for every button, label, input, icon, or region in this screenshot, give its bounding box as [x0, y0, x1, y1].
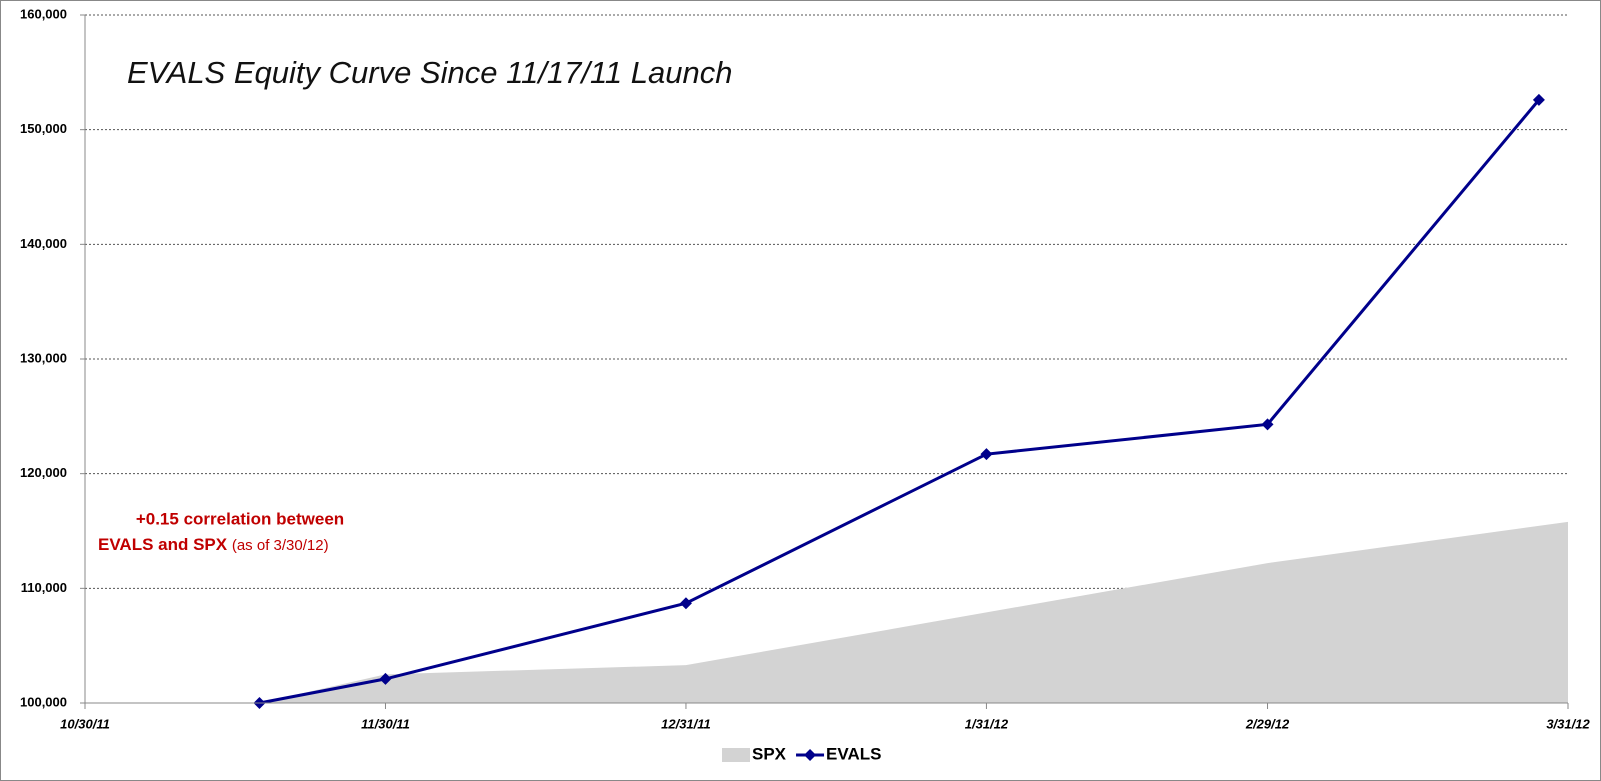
x-tick-label: 1/31/12 [965, 716, 1009, 731]
x-tick-label: 12/31/11 [661, 716, 711, 731]
x-tick-label: 2/29/12 [1245, 716, 1290, 731]
y-tick-label: 110,000 [21, 580, 67, 595]
marker [980, 448, 993, 461]
annotation: EVALS and SPX [98, 535, 228, 554]
x-tick-label: 11/30/11 [361, 716, 410, 731]
y-tick-label: 130,000 [20, 350, 67, 365]
marker [1532, 93, 1545, 106]
y-tick-label: 160,000 [20, 6, 67, 21]
legend-label: EVALS [826, 744, 881, 763]
legend-swatch [722, 748, 750, 762]
x-tick-label: 10/30/11 [60, 716, 110, 731]
marker [679, 597, 692, 610]
marker [379, 672, 392, 685]
annotation: +0.15 correlation between [136, 509, 344, 528]
y-tick-label: 140,000 [20, 236, 67, 251]
legend-label: SPX [752, 744, 787, 763]
chart-title: EVALS Equity Curve Since 11/17/11 Launch [127, 55, 732, 90]
marker [1261, 418, 1274, 431]
y-tick-label: 150,000 [20, 121, 67, 136]
legend-swatch [804, 749, 817, 761]
y-tick-label: 120,000 [20, 465, 67, 480]
annotation: EVALS and SPX (as of 3/30/12) [98, 535, 329, 554]
line [259, 98, 1541, 705]
area [259, 521, 1568, 703]
y-tick-label: 100,000 [20, 694, 67, 709]
x-tick-label: 3/31/12 [1546, 716, 1590, 731]
annotation: (as of 3/30/12) [232, 537, 329, 554]
